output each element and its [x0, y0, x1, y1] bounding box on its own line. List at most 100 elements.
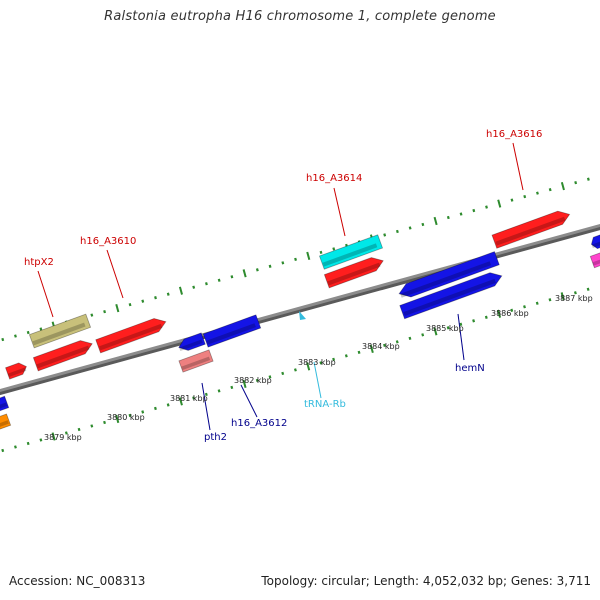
pth2-leader-line — [201, 382, 211, 431]
tick-inner — [383, 343, 386, 347]
tick-outer — [395, 229, 399, 234]
tick-outer — [14, 334, 17, 338]
scale-label: 3887 kbp — [555, 294, 593, 303]
gene-feature-shade — [400, 261, 492, 298]
h16_A3612-feature-shape[interactable] — [202, 314, 262, 348]
h16_A3612-label[interactable]: h16_A3612 — [231, 418, 287, 429]
scale-label: 3879 kbp — [44, 433, 82, 442]
tick-outer — [548, 187, 552, 192]
tick-inner — [293, 368, 297, 372]
gene-feature[interactable] — [0, 395, 10, 412]
tick-inner — [433, 327, 438, 336]
tick-outer — [1, 337, 5, 342]
pth2-label[interactable]: pth2 — [204, 432, 227, 443]
tick-inner — [217, 389, 221, 393]
gene-feature-shape[interactable] — [323, 257, 384, 289]
gene-feature-shape[interactable] — [398, 251, 500, 298]
htpX2-feature-shape[interactable] — [28, 313, 92, 349]
tick-inner — [141, 410, 145, 414]
tick-outer — [586, 177, 590, 181]
h16_A3610-label[interactable]: h16_A3610 — [80, 236, 136, 247]
tick-outer — [230, 275, 234, 279]
gene-feature[interactable] — [323, 257, 384, 289]
h16_A3616-feature-shape[interactable] — [491, 210, 571, 249]
tRNA-Rb-label[interactable]: tRNA-Rb — [304, 399, 346, 410]
tick-inner — [497, 309, 502, 318]
gene-feature-shade — [7, 367, 27, 378]
tick-inner — [548, 298, 552, 302]
tick-inner — [281, 371, 285, 376]
gene-feature-shape[interactable] — [178, 332, 206, 351]
tick-inner — [39, 438, 43, 442]
gene-feature-shape[interactable] — [590, 234, 600, 250]
h16_A3612-feature[interactable] — [202, 314, 262, 348]
gene-feature-shape[interactable] — [32, 340, 93, 372]
tick-outer — [141, 299, 145, 303]
h16_A3614-feature-shade — [322, 243, 378, 267]
gene-feature-shape[interactable] — [5, 362, 27, 380]
tick-inner — [230, 385, 234, 390]
gene-feature[interactable] — [178, 332, 206, 352]
scale-label: 3886 kbp — [491, 309, 529, 318]
htpX2-feature-shade — [32, 322, 86, 346]
gene-feature[interactable] — [590, 234, 600, 250]
gene-feature[interactable] — [589, 252, 600, 269]
gene-feature-shade — [0, 420, 9, 427]
h16_A3610-feature[interactable] — [95, 318, 167, 354]
tick-inner — [115, 414, 120, 424]
tick-inner — [64, 431, 68, 435]
gene-feature[interactable] — [32, 340, 93, 372]
h16_A3614-label[interactable]: h16_A3614 — [306, 173, 362, 184]
gene-feature-shape[interactable] — [0, 413, 12, 430]
tick-outer — [306, 251, 311, 260]
gene-features[interactable] — [0, 210, 600, 430]
pth2-feature-shape[interactable] — [178, 349, 214, 373]
h16_A3616-leader-line — [512, 142, 524, 191]
tick-inner — [344, 354, 348, 358]
h16_A3616-feature[interactable] — [491, 210, 571, 249]
scale-label: 3882 kbp — [234, 376, 272, 385]
hemN-feature[interactable] — [399, 272, 503, 320]
h16_A3616-feature-shade — [495, 216, 566, 246]
tick-outer — [166, 292, 170, 296]
tick-inner — [90, 424, 94, 428]
tick-outer — [408, 226, 412, 230]
tick-inner — [103, 420, 106, 425]
tick-outer — [433, 216, 438, 226]
gene-feature[interactable] — [5, 362, 27, 380]
scale-label: 3885 kbp — [426, 324, 464, 333]
tick-inner — [357, 350, 361, 354]
gene-feature-shade — [179, 339, 203, 352]
tick-outer — [26, 330, 30, 335]
tick-inner — [446, 326, 450, 330]
gene-feature-shape[interactable] — [589, 252, 600, 269]
tick-outer — [319, 250, 323, 255]
tick-outer — [103, 309, 107, 314]
tick-inner — [154, 406, 157, 411]
hemN-label[interactable]: hemN — [455, 363, 485, 374]
tick-inner — [178, 397, 183, 406]
tRNA-Rb-feature[interactable] — [299, 311, 306, 320]
tick-inner — [1, 448, 5, 453]
h16_A3614-feature[interactable] — [318, 234, 384, 270]
gene-feature[interactable] — [0, 413, 12, 430]
tick-inner — [586, 287, 590, 291]
h16_A3616-label[interactable]: h16_A3616 — [486, 129, 542, 140]
tRNA-Rb-leader-line — [313, 361, 322, 399]
tick-inner — [408, 336, 412, 340]
tick-inner — [523, 305, 526, 309]
htpX2-feature[interactable] — [28, 313, 92, 349]
h16_A3614-leader-line — [333, 187, 346, 237]
gene-feature-shade — [0, 402, 8, 409]
h16_A3614-feature-shape[interactable] — [318, 234, 384, 270]
h16_A3610-feature-shape[interactable] — [95, 318, 167, 354]
hemN-feature-shape[interactable] — [399, 272, 503, 320]
htpX2-label[interactable]: htpX2 — [24, 257, 54, 268]
tick-inner — [77, 427, 81, 432]
gene-feature-shape[interactable] — [0, 395, 10, 412]
tick-outer — [255, 268, 259, 272]
gene-feature[interactable] — [398, 251, 500, 298]
tick-outer — [536, 191, 539, 195]
pth2-feature[interactable] — [178, 349, 214, 373]
